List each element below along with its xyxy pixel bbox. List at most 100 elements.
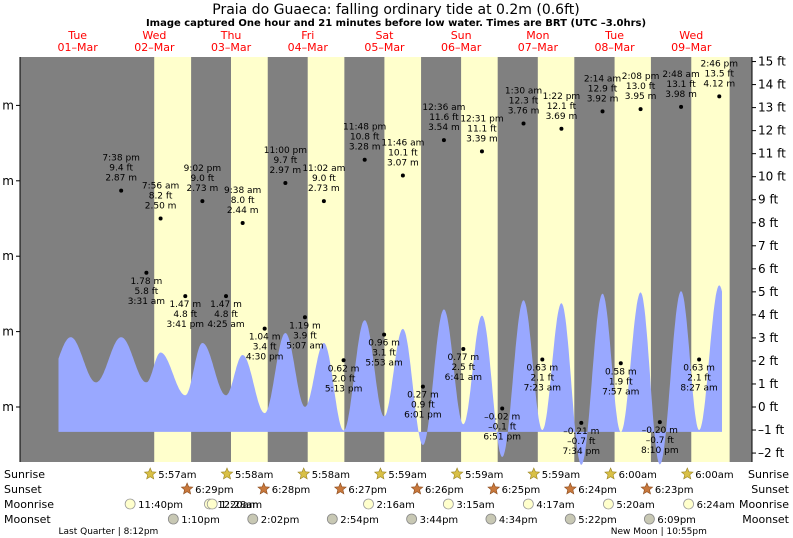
right-tick-label: 1 ft — [758, 377, 778, 391]
tide-label: 0.9 ft — [411, 401, 435, 411]
sunrise-time: 5:59am — [388, 470, 426, 481]
tide-label: 12:31 pm — [460, 114, 503, 124]
sunset-icon — [180, 482, 194, 495]
tide-label: 7:38 pm — [102, 154, 140, 164]
right-tick-label: 11 ft — [758, 147, 786, 161]
tide-label: 4.12 m — [703, 79, 735, 89]
tide-label: 3.54 m — [428, 123, 460, 133]
tide-label: 0.63 m — [683, 363, 715, 373]
tide-label: –0.1 ft — [488, 423, 517, 433]
day-date: 09–Mar — [671, 41, 712, 54]
tide-label: 0.77 m — [447, 353, 479, 363]
tide-point — [600, 109, 605, 114]
tide-label: 2:08 pm — [622, 72, 660, 82]
moonset-time: 3:44pm — [420, 515, 459, 526]
left-tick-label: 2 m — [0, 249, 14, 263]
right-tick-label: 7 ft — [758, 239, 778, 253]
moonset-icon — [564, 513, 576, 525]
sunset-icon — [487, 482, 501, 495]
moonrise-icon — [363, 498, 374, 510]
tide-label: 1.78 m — [131, 277, 163, 287]
moonrise-time: 11:40pm — [138, 500, 183, 511]
right-tick-label: 6 ft — [758, 262, 778, 276]
tide-point — [420, 384, 425, 389]
sunrise-time: 6:00am — [695, 470, 733, 481]
tide-events: 7:38 pm9.4 ft2.87 m 1.78 m5.8 ft3:31 am 7:… — [102, 59, 738, 456]
tide-point — [559, 126, 564, 131]
tide-point — [240, 221, 245, 226]
tide-label: 8.2 ft — [149, 192, 173, 202]
left-tick-label: 0 m — [0, 400, 14, 414]
moonrise-time: 1:20am — [220, 500, 258, 511]
tide-label: 3.69 m — [546, 112, 578, 122]
right-tick-label: 10 ft — [758, 170, 786, 184]
moonset-icon — [167, 513, 179, 525]
tide-label: 7:56 am — [142, 182, 179, 192]
moonrise-time: 3:15am — [456, 500, 494, 511]
sunrise-icon — [143, 467, 157, 480]
tide-label: –0.7 ft — [646, 436, 675, 446]
tide-label: 1.9 ft — [609, 377, 633, 387]
sunrise-icon — [297, 467, 311, 480]
tide-label: 5.8 ft — [135, 287, 159, 297]
right-tick-label: 12 ft — [758, 124, 786, 138]
sunrise-icon — [604, 467, 618, 480]
sun-moon-rows: Sunrise Sunrise Sunset Sunset Moonrise Moonri… — [4, 467, 790, 537]
moonrise-time: 12:28am — [217, 500, 262, 511]
tide-point — [500, 406, 505, 411]
tide-label: 12:36 am — [422, 103, 465, 113]
tide-label: 11:00 pm — [264, 146, 307, 156]
tide-label: 2:46 pm — [700, 59, 738, 69]
day-name: Tue — [67, 29, 87, 42]
right-tick-label: 15 ft — [758, 55, 786, 69]
moonrise-time: 5:20am — [616, 500, 654, 511]
moonrise-icon — [206, 498, 218, 510]
tide-label: 9.4 ft — [109, 164, 133, 174]
tide-label: 11.1 ft — [467, 124, 497, 134]
tide-label: 3:31 am — [128, 297, 165, 307]
left-tick-label: 4 m — [0, 98, 14, 112]
moonset-icon — [485, 513, 497, 525]
moon-phase-label: Last Quarter | 8:12pm — [59, 527, 159, 537]
right-tick-label: 9 ft — [758, 193, 778, 207]
tide-label: 12.9 ft — [588, 84, 618, 94]
moonrise-icon — [603, 498, 614, 510]
tide-label: 1.19 m — [289, 321, 321, 331]
tide-label: 9.0 ft — [191, 174, 215, 184]
sunrise-time: 5:59am — [465, 470, 503, 481]
tide-label: 7:57 am — [602, 387, 639, 397]
right-tick-label: 8 ft — [758, 216, 778, 230]
tide-label: 2:14 am — [584, 74, 621, 84]
water-area — [58, 285, 722, 465]
right-tick-label: 3 ft — [758, 331, 778, 345]
chart-title: Praia do Guaeca: falling ordinary tide a… — [212, 2, 579, 18]
sunset-time: 6:28pm — [272, 485, 311, 496]
sunrise-time: 5:57am — [158, 470, 196, 481]
sunrise-time: 5:59am — [542, 470, 580, 481]
day-date: 03–Mar — [211, 41, 252, 54]
day-date: 04–Mar — [288, 41, 329, 54]
moonrise-label-left: Moonrise — [4, 498, 54, 511]
tide-label: 13.1 ft — [666, 80, 696, 90]
sunrise-time: 5:58am — [235, 470, 273, 481]
left-tick-label: 1 m — [0, 325, 14, 339]
day-date: 06–Mar — [441, 41, 482, 54]
moonrise-icon — [442, 498, 454, 510]
tide-point — [579, 420, 584, 425]
moonset-icon — [643, 513, 655, 525]
tide-label: 7:23 am — [524, 383, 561, 393]
moonset-icon — [326, 513, 338, 525]
moonrise-time: 2:16am — [377, 500, 415, 511]
tide-point — [441, 138, 446, 143]
sunset-label-right: Sunset — [751, 483, 789, 496]
sunset-time: 6:29pm — [195, 485, 234, 496]
tide-label: 1.04 m — [249, 333, 281, 343]
tide-point — [717, 94, 722, 99]
tide-label: 3.98 m — [665, 90, 697, 100]
right-tick-label: 5 ft — [758, 285, 778, 299]
sunrise-icon — [527, 467, 541, 480]
tide-label: 9.0 ft — [312, 174, 336, 184]
moonrise-icon — [683, 498, 694, 510]
tide-label: 2.97 m — [270, 166, 302, 176]
tide-label: 0.62 m — [328, 364, 360, 374]
